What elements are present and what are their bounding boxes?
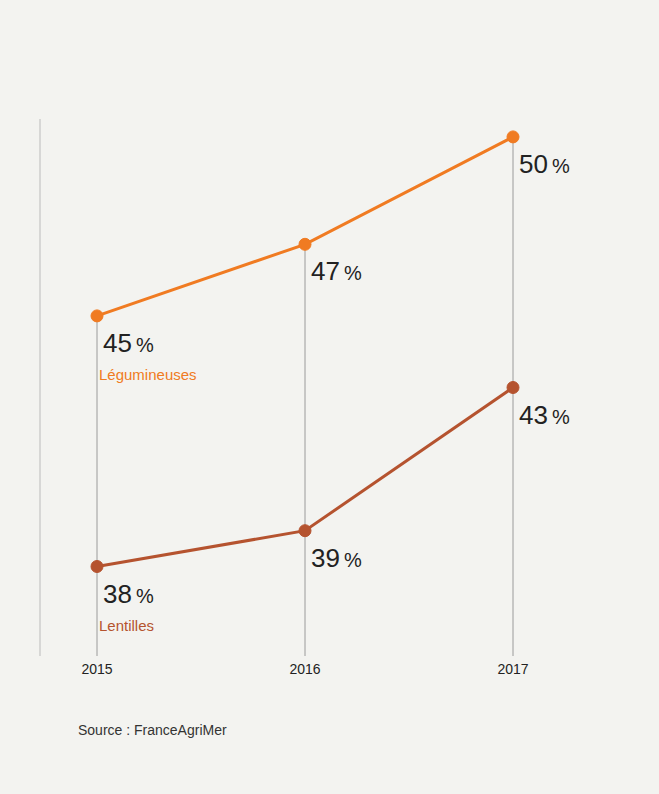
svg-text:2017: 2017: [497, 661, 528, 677]
svg-text:Lentilles: Lentilles: [99, 617, 154, 634]
svg-text:39%: 39%: [311, 543, 362, 573]
svg-text:38%: 38%: [103, 579, 154, 609]
svg-text:Légumineuses: Légumineuses: [99, 366, 197, 383]
svg-text:47%: 47%: [311, 256, 362, 286]
html-text:Source : FranceAgriMer: Source : FranceAgriMer: [78, 722, 227, 738]
svg-text:2016: 2016: [289, 661, 320, 677]
svg-text:43%: 43%: [519, 400, 570, 430]
svg-text:2015: 2015: [81, 661, 112, 677]
svg-text:50%: 50%: [519, 149, 570, 179]
svg-text:45%: 45%: [103, 328, 154, 358]
